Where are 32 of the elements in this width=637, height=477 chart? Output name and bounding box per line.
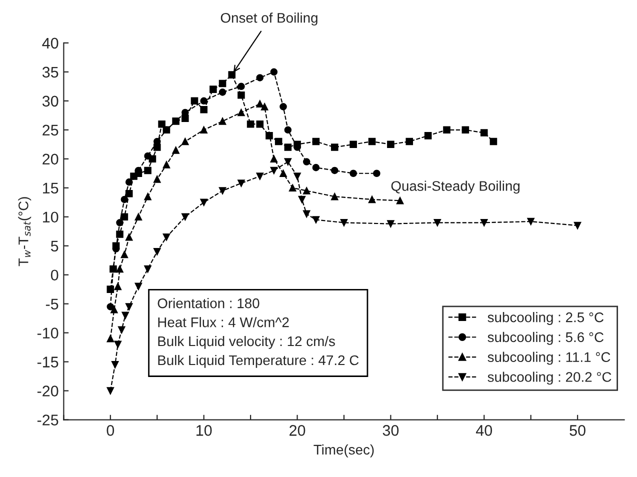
annotation: Bulk Liquid Temperature : 47.2 C (158, 354, 359, 368)
legend-label: subcooling : 11.1 °C (488, 352, 610, 365)
annotation: Heat Flux : 4 W/cm^2 (158, 317, 289, 328)
annotation: Quasi-Steady Boiling (391, 180, 520, 194)
legend-label: subcooling : 2.5 °C (488, 312, 604, 325)
y-tick-label: 40 (42, 38, 58, 49)
legend-label: subcooling : 5.6 °C (488, 332, 604, 345)
y-tick-label: -20 (37, 386, 58, 396)
x-tick-label: 40 (476, 425, 492, 436)
legend-label: subcooling : 20.2 °C (488, 372, 612, 385)
x-tick-label: 10 (196, 425, 212, 436)
y-tick-label: 20 (42, 154, 58, 165)
x-tick-label: 50 (570, 425, 586, 436)
x-axis-title: Time(sec) (314, 444, 374, 458)
y-tick-label: -10 (37, 328, 58, 338)
y-tick-label: 30 (42, 96, 58, 107)
annotation: Onset of Boiling (220, 12, 318, 26)
x-tick-label: 30 (382, 425, 399, 436)
y-tick-label: 5 (50, 240, 58, 252)
y-tick-label: -25 (37, 414, 58, 426)
y-tick-label: 35 (42, 66, 58, 78)
y-tick-label: 10 (43, 212, 58, 223)
y-tick-label: -5 (46, 298, 58, 310)
y-axis-title: T$_{w}$-T$_{sat}$(°C) (18, 197, 32, 266)
y-tick-label: -15 (37, 356, 58, 368)
y-tick-label: 25 (42, 124, 58, 136)
y-tick-label: 0 (50, 270, 58, 281)
x-tick-label: 20 (290, 425, 306, 436)
annotation: Bulk Liquid velocity : 12 cm/s (158, 336, 335, 349)
annotation: Orientation : 180 (158, 298, 260, 308)
x-tick-label: 0 (106, 425, 114, 436)
y-tick-label: 15 (43, 182, 58, 194)
